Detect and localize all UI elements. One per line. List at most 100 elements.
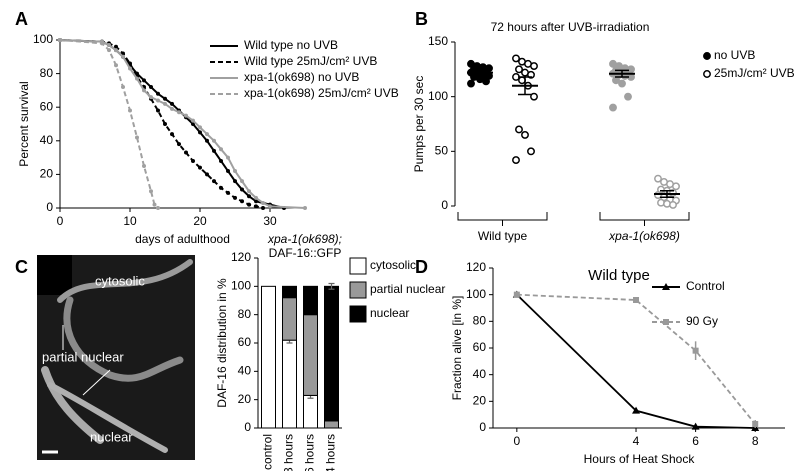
y-axis-label: Pumps per 30 sec (412, 76, 426, 173)
x-tick-label: 0 (513, 434, 520, 448)
bar-segment (282, 285, 297, 299)
y-axis-label: Percent survival (17, 81, 31, 166)
point (226, 169, 230, 174)
point (135, 135, 139, 140)
legend-marker (703, 52, 711, 60)
dot (515, 125, 523, 134)
point (191, 158, 195, 163)
bar-segment (324, 420, 339, 429)
legend-label: no UVB (714, 48, 755, 62)
point (114, 48, 118, 53)
point (632, 406, 641, 414)
group-label: xpa-1(ok698) (608, 229, 680, 243)
worm (63, 296, 184, 382)
y-axis-label: Fraction alive [in %] (450, 296, 464, 401)
point (254, 204, 258, 209)
x-tick-label: 4 (633, 434, 640, 448)
point (163, 122, 167, 126)
image-label: nuclear (90, 429, 133, 444)
point (156, 206, 160, 210)
y-tick-label: 80 (40, 66, 54, 80)
y-tick-label: 40 (473, 367, 487, 381)
dot (654, 174, 662, 183)
y-tick-label: 20 (238, 392, 252, 406)
point (177, 110, 181, 115)
dot (512, 54, 520, 63)
point (114, 44, 118, 49)
dot (624, 92, 632, 101)
dot (669, 200, 677, 209)
point (240, 187, 244, 192)
panel-letter: B (415, 9, 428, 29)
point (261, 206, 265, 210)
point (233, 179, 237, 184)
x-axis-label: Hours of Heat Shock (584, 452, 696, 466)
y-tick-label: 120 (466, 260, 486, 274)
dot (467, 79, 475, 88)
group-bracket (599, 212, 690, 226)
point (233, 195, 237, 200)
point (212, 138, 216, 143)
point (247, 194, 251, 199)
dot (609, 103, 617, 112)
legend-label: Wild type 25mJ/cm² UVB (244, 54, 377, 68)
legend-marker (663, 319, 669, 325)
point (156, 108, 160, 113)
sem-bar (615, 69, 629, 78)
bar-segment (282, 297, 297, 341)
x-tick-label: 8 (752, 434, 759, 448)
y-tick-label: 0 (441, 198, 448, 212)
y-tick-label: 100 (33, 32, 53, 46)
group-label: Wild type (478, 229, 528, 243)
sem-bar (473, 69, 487, 76)
y-tick-label: 50 (435, 144, 449, 158)
legend-swatch (349, 281, 367, 299)
point (268, 204, 272, 209)
legend-label: partial nuclear (370, 282, 445, 296)
bar-segment (261, 285, 276, 429)
point (163, 96, 167, 101)
dot (530, 92, 538, 101)
y-tick-label: 40 (238, 364, 252, 378)
pointer (82, 369, 111, 396)
x-axis-label: days of adulthood (135, 232, 230, 246)
point (212, 148, 216, 153)
chart-title: Wild type (588, 267, 650, 284)
x-tick-label: 3 hours (282, 434, 296, 471)
y-tick-label: 60 (238, 335, 252, 349)
dot (672, 182, 680, 191)
legend-label: Wild type no UVB (244, 38, 338, 52)
dot (515, 65, 523, 74)
point (254, 195, 258, 200)
y-tick-label: 60 (473, 340, 487, 354)
point (212, 179, 216, 184)
y-tick-label: 0 (244, 420, 251, 434)
point (184, 113, 188, 118)
point (205, 132, 209, 137)
point (198, 130, 202, 135)
legend-label: nuclear (370, 306, 409, 320)
point (219, 185, 223, 190)
y-tick-label: 100 (428, 89, 448, 103)
point (149, 189, 153, 194)
point (303, 206, 307, 210)
chart-title: xpa-1(ok698); (267, 232, 342, 246)
point (184, 150, 188, 155)
image-label: cytosolic (95, 273, 145, 288)
point (191, 118, 195, 123)
worm (47, 382, 168, 453)
x-tick-label: 6 hours (303, 434, 317, 471)
y-tick-label: 40 (40, 133, 54, 147)
y-tick-label: 150 (428, 34, 448, 48)
point (149, 85, 153, 90)
point (170, 101, 174, 106)
point (128, 108, 132, 113)
point (233, 169, 237, 174)
dot (512, 156, 520, 165)
legend-marker (662, 283, 670, 290)
dot (527, 147, 535, 156)
point (198, 125, 202, 130)
point (142, 88, 146, 93)
point (198, 165, 202, 170)
y-tick-label: 100 (231, 279, 251, 293)
